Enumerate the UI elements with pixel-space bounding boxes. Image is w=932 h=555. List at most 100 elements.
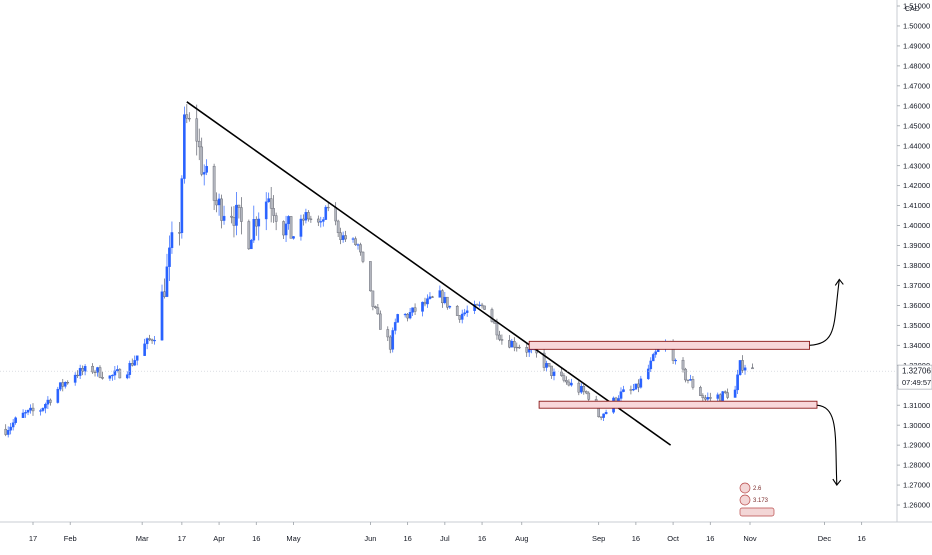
candle-body [718,394,722,401]
y-tick-label: 1.26000 [903,501,930,510]
candle-body [96,367,99,373]
candle-body [552,371,556,376]
candle-body [153,339,156,342]
candle-body [78,368,82,376]
candle-body [500,339,504,341]
candle-body [443,296,447,304]
candle-body [428,296,432,299]
resistance-zone[interactable] [528,340,810,350]
candle-body [478,304,481,306]
candle-body [63,382,67,387]
event-badge-label: 3.173 [753,498,769,504]
candle-body [374,306,377,308]
y-tick-label: 1.36000 [903,301,930,310]
candle-body [704,397,707,400]
candle-body [560,371,563,376]
candle-body [388,336,392,350]
candle-body [215,200,218,206]
y-tick-label: 1.41000 [903,201,930,210]
candle-body [212,165,216,201]
candle-body [376,307,380,315]
candle-body [344,235,347,240]
event-flag-icon[interactable] [739,507,775,517]
candle-body [41,407,45,411]
event-flag-icon[interactable] [739,482,751,494]
candle-body [187,118,191,120]
candle-body [319,221,323,223]
candle-body [441,290,444,304]
y-tick-label: 1.45000 [903,121,930,130]
y-tick-label: 1.31000 [903,401,930,410]
candle-body [222,215,226,221]
candle-body [723,391,727,393]
candle-body [143,343,146,356]
candle-body [6,430,10,435]
candle-body [369,261,372,292]
y-tick-label: 1.50000 [903,22,930,31]
candle-body [339,232,342,241]
candle-body [264,201,268,220]
candle-body [579,386,583,393]
y-tick-label: 1.38000 [903,261,930,270]
candle-body [4,428,8,435]
candle-body [413,307,417,312]
support-zone[interactable] [538,400,818,409]
candle-body [200,146,204,175]
candle-body [39,410,42,412]
candle-body [292,236,295,239]
y-tick-label: 1.46000 [903,101,930,110]
candle-body [674,359,677,362]
candle-body [334,207,337,222]
candle-body [44,404,47,409]
candle-body [455,305,459,316]
arrow-up-head-icon [834,278,844,286]
candle-body [282,221,285,236]
x-tick-label: 17 [178,534,186,543]
candle-body [356,244,360,246]
candle-body [336,220,340,233]
candle-body [460,313,464,320]
candle-body [284,223,288,236]
event-flag-icon[interactable] [739,494,751,506]
candle-body [101,377,104,379]
candle-body [269,198,273,209]
candle-body [133,360,137,366]
x-tick-label: Sep [592,534,605,543]
candle-body [634,383,638,390]
candle-body [495,323,499,336]
candle-body [738,360,742,375]
candle-body [421,301,424,312]
y-tick-label: 1.49000 [903,42,930,51]
candle-body [29,407,32,411]
candle-body [510,341,514,348]
candle-body [130,363,134,366]
y-tick-label: 1.34000 [903,341,930,350]
candle-body [341,235,345,241]
candle-body [267,198,271,203]
candle-body [118,369,122,379]
y-tick-label: 1.29000 [903,441,930,450]
time-axis[interactable]: 17 Feb Mar 17 Apr 16 May Jun 16 Jul 16 Aug Sep 16 Oct 1… [0,521,932,543]
candle-body [135,355,139,361]
candle-body [183,114,186,179]
candle-body [56,388,60,403]
candle-body [307,212,310,220]
candle-body [359,244,362,253]
candle-body [751,367,754,370]
candle-body [49,399,52,403]
candle-body [654,351,658,355]
candle-body [639,378,643,388]
trendline[interactable] [186,101,672,446]
candles-layer [4,104,754,438]
x-tick-label: Mar [136,534,149,543]
candle-body [235,204,238,226]
x-tick-label: 16 [632,534,640,543]
candle-body [304,212,308,221]
candle-body [116,369,119,372]
candle-body [448,305,452,308]
candle-body [463,312,467,315]
price-axis[interactable]: 1.26000 1.27000 1.28000 1.29000 1.30000 1.310… [896,0,930,522]
candle-body [160,291,164,341]
candle-body [250,239,253,250]
